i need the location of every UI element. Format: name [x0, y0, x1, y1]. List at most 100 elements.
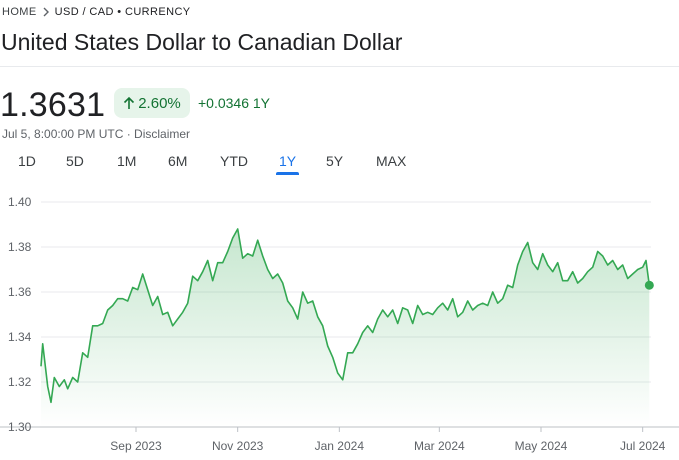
- data-point: [302, 291, 304, 293]
- data-point: [53, 377, 55, 379]
- data-point: [572, 271, 574, 273]
- data-point: [117, 298, 119, 300]
- data-point: [622, 264, 624, 266]
- breadcrumb-home-link[interactable]: HOME: [2, 6, 37, 18]
- data-point: [512, 287, 514, 289]
- tab-6m[interactable]: 6M: [168, 153, 188, 169]
- tab-5y[interactable]: 5Y: [326, 153, 344, 169]
- data-point: [382, 309, 384, 311]
- data-point: [127, 300, 129, 302]
- data-point: [432, 314, 434, 316]
- data-point: [362, 332, 364, 334]
- data-point: [367, 325, 369, 327]
- data-point: [642, 266, 644, 268]
- percent-change-badge: 2.60%: [114, 88, 190, 118]
- data-point: [577, 282, 579, 284]
- data-point: [582, 278, 584, 280]
- timestamp-text: Jul 5, 8:00:00 PM UTC ·: [2, 127, 135, 141]
- data-point: [247, 253, 249, 255]
- data-point: [467, 300, 469, 302]
- data-point: [557, 262, 559, 264]
- data-point: [312, 300, 314, 302]
- data-point: [482, 302, 484, 304]
- data-point: [532, 262, 534, 264]
- data-point: [617, 269, 619, 271]
- data-point: [92, 325, 94, 327]
- tab-1d[interactable]: 1D: [18, 153, 36, 169]
- disclaimer-link[interactable]: Disclaimer: [134, 127, 191, 141]
- data-point: [412, 323, 414, 325]
- data-point: [487, 305, 489, 307]
- data-point: [40, 365, 42, 367]
- y-tick-label: 1.40: [8, 195, 32, 209]
- data-point: [632, 273, 634, 275]
- data-point: [587, 271, 589, 273]
- data-point: [502, 298, 504, 300]
- data-point: [172, 325, 174, 327]
- data-point: [202, 271, 204, 273]
- data-point: [257, 239, 259, 241]
- data-point: [542, 253, 544, 255]
- data-point: [492, 291, 494, 293]
- tab-5d[interactable]: 5D: [66, 153, 84, 169]
- last-price-dot: [644, 280, 654, 290]
- data-point: [352, 352, 354, 354]
- arrow-up-icon: [123, 96, 135, 110]
- data-point: [597, 251, 599, 253]
- y-tick-label: 1.32: [8, 375, 32, 389]
- absolute-change: +0.0346 1Y: [198, 95, 271, 111]
- tab-1y[interactable]: 1Y: [275, 153, 300, 175]
- data-point: [347, 352, 349, 354]
- data-point: [217, 262, 219, 264]
- data-point: [102, 323, 104, 325]
- data-point: [82, 352, 84, 354]
- data-point: [337, 372, 339, 374]
- data-point: [497, 302, 499, 304]
- data-point: [187, 302, 189, 304]
- data-point: [42, 343, 44, 345]
- data-point: [297, 318, 299, 320]
- current-price: 1.3631: [0, 86, 106, 124]
- x-tick-label: Sep 2023: [110, 439, 162, 453]
- data-point: [552, 271, 554, 273]
- x-tick-label: Nov 2023: [212, 439, 264, 453]
- data-point: [457, 316, 459, 318]
- data-point: [477, 305, 479, 307]
- data-point: [197, 280, 199, 282]
- data-point: [212, 280, 214, 282]
- data-point: [287, 300, 289, 302]
- x-tick-label: Mar 2024: [414, 439, 465, 453]
- tab-1m[interactable]: 1M: [117, 153, 137, 169]
- data-point: [87, 356, 89, 358]
- data-point: [322, 325, 324, 327]
- data-point: [267, 269, 269, 271]
- tab-max[interactable]: MAX: [376, 153, 407, 169]
- price-chart[interactable]: 1.30 1.32 1.34 1.36 1.38 1.40 Sep 2023 Nov 2023…: [0, 180, 679, 460]
- data-point: [317, 316, 319, 318]
- y-tick-label: 1.36: [8, 285, 32, 299]
- data-point: [132, 287, 134, 289]
- data-point: [562, 280, 564, 282]
- data-point: [422, 314, 424, 316]
- data-point: [72, 377, 74, 379]
- data-point: [222, 262, 224, 264]
- data-point: [207, 260, 209, 262]
- series-line: [40, 228, 651, 404]
- data-point: [645, 260, 647, 262]
- tab-ytd[interactable]: YTD: [220, 153, 248, 169]
- data-point: [392, 309, 394, 311]
- data-point: [417, 305, 419, 307]
- data-point: [137, 289, 139, 291]
- data-point: [63, 379, 65, 381]
- data-point: [292, 307, 294, 309]
- x-tick-label: Jul 2024: [620, 439, 666, 453]
- data-point: [47, 386, 49, 388]
- data-point: [112, 305, 114, 307]
- data-point: [527, 242, 529, 244]
- data-point: [192, 275, 194, 277]
- data-point: [402, 307, 404, 309]
- data-point: [237, 228, 239, 230]
- data-point: [627, 278, 629, 280]
- x-tick-label: Jan 2024: [315, 439, 365, 453]
- data-point: [182, 311, 184, 313]
